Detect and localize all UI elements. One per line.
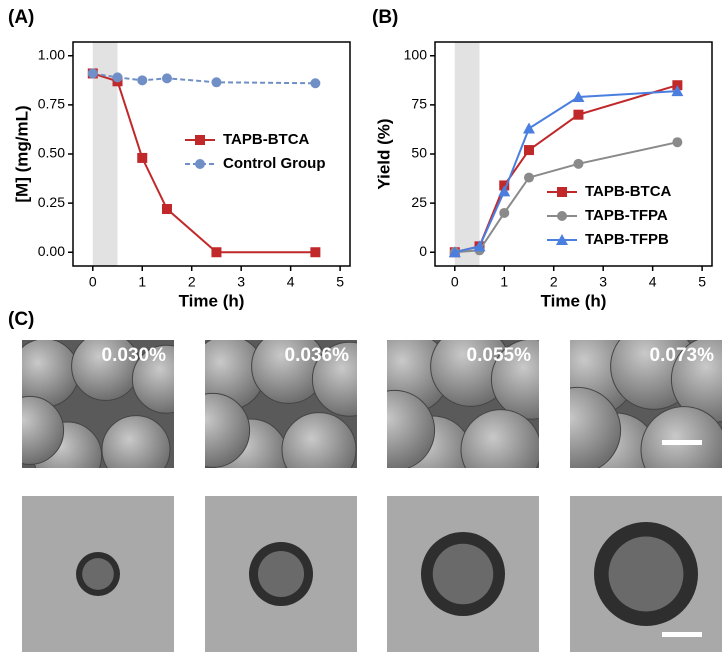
y-tick-label: 0.75 <box>38 96 65 112</box>
x-axis-label: Time (h) <box>179 291 245 310</box>
legend-label: TAPB-TFPA <box>585 207 668 224</box>
sphere <box>131 344 174 414</box>
sphere <box>570 386 622 468</box>
scale-bar <box>662 440 702 445</box>
y-tick-label: 100 <box>404 46 428 62</box>
marker <box>573 109 584 120</box>
concentration-label: 0.030% <box>102 345 167 366</box>
legend-label: TAPB-TFPB <box>585 231 669 248</box>
concentration-label: 0.055% <box>467 345 532 366</box>
marker <box>671 85 684 97</box>
marker <box>473 240 486 252</box>
marker <box>211 247 222 258</box>
sphere <box>281 412 357 468</box>
marker <box>112 72 123 83</box>
legend-marker <box>556 234 568 245</box>
panel-label: (C) <box>8 309 34 330</box>
tem-core <box>432 543 494 605</box>
legend-marker <box>195 159 205 169</box>
sphere <box>460 409 539 468</box>
y-axis-label: [M] (mg/mL) <box>12 105 31 202</box>
x-tick-label: 1 <box>500 274 508 290</box>
concentration-label: 0.036% <box>285 345 350 366</box>
x-tick-label: 3 <box>237 274 245 290</box>
tem-core <box>608 536 684 612</box>
series-line <box>454 90 678 254</box>
y-tick-label: 0.25 <box>38 194 65 210</box>
y-axis-label: Yield (%) <box>374 118 393 189</box>
series-line <box>92 72 316 85</box>
y-tick-label: 0 <box>419 243 427 259</box>
marker <box>211 77 222 88</box>
legend-label: Control Group <box>223 155 325 172</box>
y-tick-label: 1.00 <box>38 46 65 62</box>
x-axis-label: Time (h) <box>541 291 607 310</box>
legend-marker <box>557 211 567 221</box>
x-tick-label: 1 <box>138 274 146 290</box>
x-tick-label: 0 <box>451 274 459 290</box>
panel-label: (B) <box>372 7 398 28</box>
marker <box>161 204 172 215</box>
marker <box>498 185 511 197</box>
spheres <box>205 340 357 468</box>
marker <box>137 152 148 163</box>
x-tick-label: 2 <box>550 274 558 290</box>
sphere <box>205 392 251 468</box>
marker <box>573 158 584 169</box>
marker <box>448 246 461 258</box>
marker <box>137 75 148 86</box>
marker <box>499 207 510 218</box>
y-tick-label: 25 <box>411 194 427 210</box>
legend-label: TAPB-BTCA <box>223 131 310 148</box>
spheres <box>570 340 722 468</box>
legend-marker <box>557 187 567 197</box>
sphere <box>22 340 80 408</box>
marker <box>572 91 585 103</box>
marker <box>161 73 172 84</box>
spheres <box>22 340 174 468</box>
marker <box>523 145 534 156</box>
marker <box>310 247 321 258</box>
y-tick-label: 0.50 <box>38 145 65 161</box>
y-tick-label: 75 <box>411 96 427 112</box>
sphere <box>22 395 65 465</box>
legend-label: TAPB-BTCA <box>585 183 672 200</box>
marker <box>522 122 535 134</box>
x-tick-label: 4 <box>287 274 295 290</box>
y-tick-label: 50 <box>411 145 427 161</box>
scale-bar <box>662 632 702 637</box>
spheres <box>387 340 539 468</box>
shaded-span <box>454 42 480 266</box>
sphere <box>640 406 722 468</box>
sphere <box>311 341 357 417</box>
sphere <box>101 415 171 468</box>
x-tick-label: 2 <box>188 274 196 290</box>
x-tick-label: 5 <box>336 274 344 290</box>
marker <box>87 68 98 79</box>
y-tick-label: 0.00 <box>38 243 65 259</box>
sphere <box>490 340 539 420</box>
sphere <box>71 340 141 401</box>
x-tick-label: 3 <box>599 274 607 290</box>
x-tick-label: 4 <box>649 274 657 290</box>
tem-core <box>82 558 114 590</box>
x-tick-label: 0 <box>89 274 97 290</box>
marker <box>310 78 321 89</box>
panel-label: (A) <box>8 7 34 28</box>
marker <box>672 137 683 148</box>
concentration-label: 0.073% <box>650 345 715 366</box>
x-tick-label: 5 <box>698 274 706 290</box>
legend-marker <box>195 135 205 145</box>
tem-core <box>257 550 305 598</box>
marker <box>523 172 534 183</box>
sphere <box>387 389 436 468</box>
